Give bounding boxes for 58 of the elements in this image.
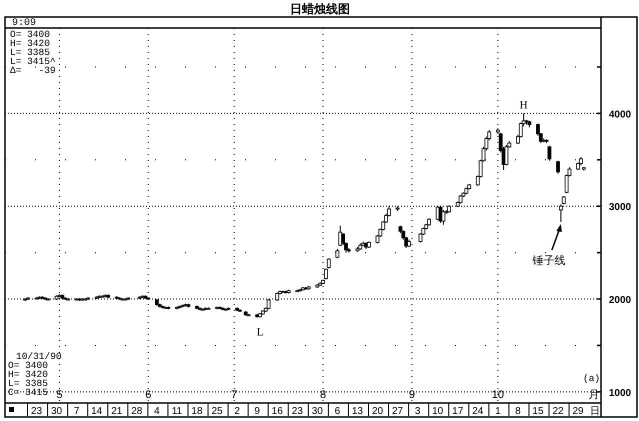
x-tick-label: 13 [352,406,364,417]
x-tick-label: 18 [191,406,203,417]
y-tick-label: 1000 [608,388,632,399]
annotation: C= 3415 [8,387,48,398]
x-tick-label: 6 [334,406,341,417]
y-tick-label: 4000 [608,109,632,120]
candlestick [548,145,552,162]
annotation: 9:09 [12,18,36,29]
x-tick-label: 1 [495,406,502,417]
x-tick-label: 24 [472,406,484,417]
candlestick [442,209,446,226]
x-tick-label: 29 [572,406,584,417]
x-tick-label: 23 [292,406,304,417]
x-tick-label: 30 [312,406,324,417]
annotation: L= 3385 [10,47,50,58]
x2-tick-label: 10 [492,389,504,401]
x-tick-label: 21 [111,406,123,417]
annotation: L= 3415^ [10,56,56,67]
y-tick-label: 3000 [608,202,632,214]
annotation: O= 3400 [8,360,48,371]
annotation: L= 3385 [8,378,48,389]
x-tick-label: 2 [234,406,240,417]
x2-tick-label: 6 [145,389,152,401]
x-tick-label: 4 [154,406,160,417]
x-tick-label: 3 [414,406,421,417]
chart-title: 日蜡烛线图 [290,2,350,16]
annotation: (a) [583,373,600,384]
x-tick-label: 10 [432,406,444,417]
candlestick [556,160,560,174]
x-tick-label: 23 [30,406,43,417]
annotation: O= 3400 [10,29,50,40]
annotation: H= 3420 [10,38,50,49]
x-tick-label: 25 [211,406,224,417]
x2-tick-label: 5 [56,389,63,401]
annotation: Δ= -39 [10,65,56,76]
x-tick-label: 17 [452,406,464,417]
x-tick-label: 9 [254,406,260,417]
x-tick-label: 27 [392,406,404,417]
x-tick-label: 20 [372,406,384,417]
x-tick-label: 11 [172,406,183,417]
x2-tick-label: 8 [320,389,326,401]
annotation: H= 3420 [8,369,48,380]
x-tick-label: 7 [74,406,80,417]
annotation: L [256,326,264,339]
annotation: 锤子线 [531,254,566,267]
x-tick-label: 22 [552,406,564,417]
x-axis-title: 日 [590,406,600,417]
x-tick-label: 16 [272,406,284,417]
candlestick [504,144,508,166]
x-tick-label: 8 [515,406,522,417]
x-tick-label: 30 [51,406,63,417]
x-tick-label: 28 [131,406,143,417]
x-tick-label: 15 [532,406,544,417]
x-tick-label: 14 [91,406,103,417]
annotation: H [520,99,528,112]
y-tick-label: 2000 [608,295,632,306]
x2-axis-title: 月 [588,389,600,401]
annotation: 10/31/90 [16,351,62,362]
